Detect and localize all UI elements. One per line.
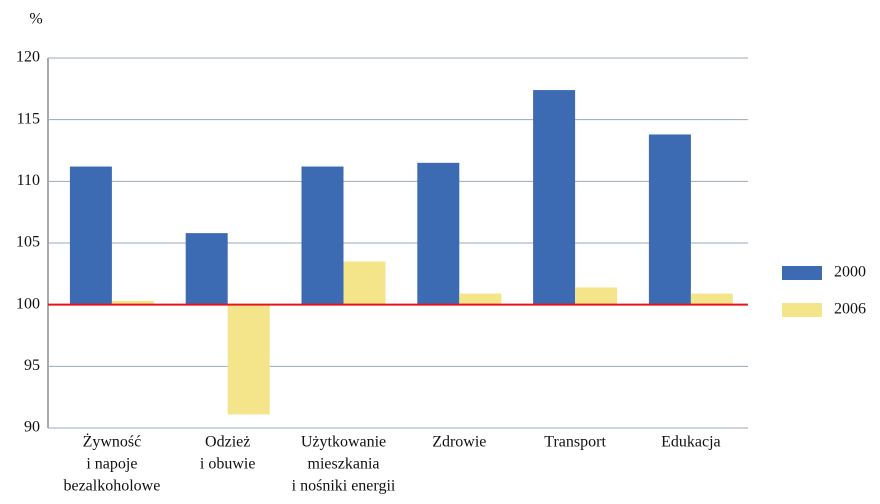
bar	[575, 287, 618, 305]
x-tick-label: Żywność	[83, 433, 142, 451]
bar	[69, 166, 112, 305]
x-tick-label: Użytkowanie	[301, 434, 386, 451]
y-tick-label: 115	[17, 110, 40, 127]
bar	[185, 233, 228, 305]
y-tick-label: 95	[24, 357, 40, 374]
x-tick-label: i napoje	[86, 456, 137, 473]
legend-swatch	[782, 266, 822, 280]
legend-label: 2000	[834, 264, 866, 281]
bar	[459, 293, 502, 305]
y-tick-label: 100	[16, 295, 40, 312]
x-tick-label: Edukacja	[661, 434, 721, 451]
bar	[343, 261, 386, 305]
x-tick-label: bezalkoholowe	[63, 478, 160, 495]
x-tick-label: i nośniki energii	[292, 478, 396, 495]
bar	[648, 134, 691, 305]
bar	[690, 293, 733, 305]
legend-label: 2006	[834, 301, 866, 318]
y-tick-label: 105	[16, 234, 40, 251]
x-tick-label: Transport	[544, 434, 606, 451]
x-tick-label: Odzież	[205, 434, 250, 451]
bar	[533, 90, 576, 305]
x-tick-label: mieszkania	[308, 456, 380, 473]
x-tick-label: i obuwie	[200, 456, 256, 473]
bar	[301, 166, 344, 305]
bar	[417, 162, 460, 305]
x-tick-label: Zdrowie	[432, 434, 486, 451]
bar	[111, 300, 154, 305]
legend-swatch	[782, 303, 822, 317]
y-axis-label: %	[29, 11, 42, 28]
y-tick-label: 110	[17, 172, 40, 189]
y-tick-label: 120	[16, 49, 40, 66]
y-tick-label: 90	[24, 419, 40, 436]
bar	[227, 304, 270, 415]
